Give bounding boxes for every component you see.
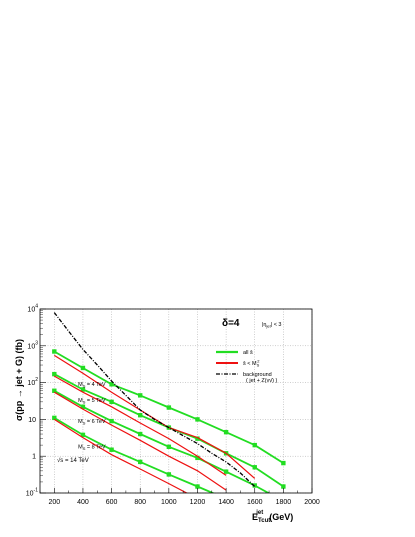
axis-ticks: 200 400 600 800 1000 1200 1400 1600 1800 2000 10-1… <box>26 304 320 507</box>
series-all-point <box>252 442 257 448</box>
legend-label-background-2: ( jet + Z(νν̄) ) <box>246 378 277 384</box>
x-tick-label: 1000 <box>161 499 177 506</box>
series-all-point <box>52 371 57 377</box>
x-tick-label: 600 <box>106 499 118 506</box>
series-all-point <box>80 365 86 371</box>
ms-label: MS = 8 TeV <box>78 445 106 452</box>
series-all-point <box>109 399 114 405</box>
series-all-point <box>281 460 286 466</box>
series-red-line-2 <box>54 375 227 476</box>
legend-label-all: all ŝ <box>243 350 253 356</box>
eta-cut-label: |ηjet| < 3 <box>262 322 282 329</box>
y-axis-label: σ(pp → jet + G) (fb) <box>14 339 24 421</box>
x-tick-label: 1200 <box>190 499 206 506</box>
series-all-point <box>80 387 86 392</box>
x-tick-label: 400 <box>77 499 89 506</box>
y-tick-label: 10 <box>28 417 36 424</box>
y-tick-label: 104 <box>27 304 38 314</box>
series-all-point <box>252 465 257 470</box>
series-all-point <box>80 404 86 409</box>
series-all-point <box>138 393 143 398</box>
series-all-point <box>109 382 114 387</box>
background-line <box>53 312 256 487</box>
x-tick-label: 1400 <box>218 499 234 506</box>
series-all-point <box>166 444 172 450</box>
series-all-point <box>138 413 143 418</box>
series-all-point <box>166 472 172 477</box>
series-all-point <box>195 436 200 441</box>
series-all-point <box>166 405 172 410</box>
ms-label: MS = 5 TeV <box>78 398 106 405</box>
ms-label: MS = 6 TeV <box>78 419 106 426</box>
series-layer <box>52 312 286 493</box>
series-all-line-4 <box>53 417 216 493</box>
ms-labels: MS = 4 TeV MS = 5 TeV MS = 6 TeV MS = 8 TeV <box>78 382 106 451</box>
x-tick-label: 800 <box>134 499 146 506</box>
series-all-point <box>195 455 200 461</box>
sqrt-s-label: √s = 14 TeV <box>57 457 89 464</box>
y-tick-label: 1 <box>32 454 36 461</box>
plot-frame <box>39 308 313 494</box>
x-tick-label: 1800 <box>276 499 292 506</box>
series-all-point <box>109 447 114 452</box>
series-all-point <box>138 459 143 465</box>
series-red-line-3 <box>53 391 227 491</box>
series-all-point <box>252 483 257 488</box>
series-all-point <box>223 429 229 435</box>
legend-label-cut: ŝ < MS2 <box>243 359 260 368</box>
series-all-point <box>80 432 86 438</box>
series-red-line-4 <box>53 418 188 493</box>
ms-label: MS = 4 TeV <box>78 382 106 389</box>
series-all-point <box>195 417 200 422</box>
series-all-point <box>52 388 57 393</box>
series-all-point <box>138 431 143 437</box>
series-all-point <box>109 418 114 424</box>
series-all-point <box>52 349 57 354</box>
delta-label: δ=4 <box>222 318 240 329</box>
series-all-point <box>281 484 286 489</box>
series-all-point <box>52 415 57 421</box>
y-tick-label: 10-1 <box>26 488 38 498</box>
series-all-point <box>223 469 229 474</box>
x-tick-label: 200 <box>48 499 60 506</box>
legend-label-background: background <box>243 372 272 378</box>
x-tick-label: 2000 <box>304 499 320 506</box>
series-all-point <box>195 484 200 489</box>
svg-text:ETcutjet(GeV): ETcutjet (GeV) <box>252 510 293 524</box>
x-tick-label: 1600 <box>247 499 263 506</box>
y-tick-label: 102 <box>27 377 38 387</box>
x-axis-label: ETcutjet (GeV) <box>252 510 293 524</box>
y-tick-label: 103 <box>27 340 38 350</box>
